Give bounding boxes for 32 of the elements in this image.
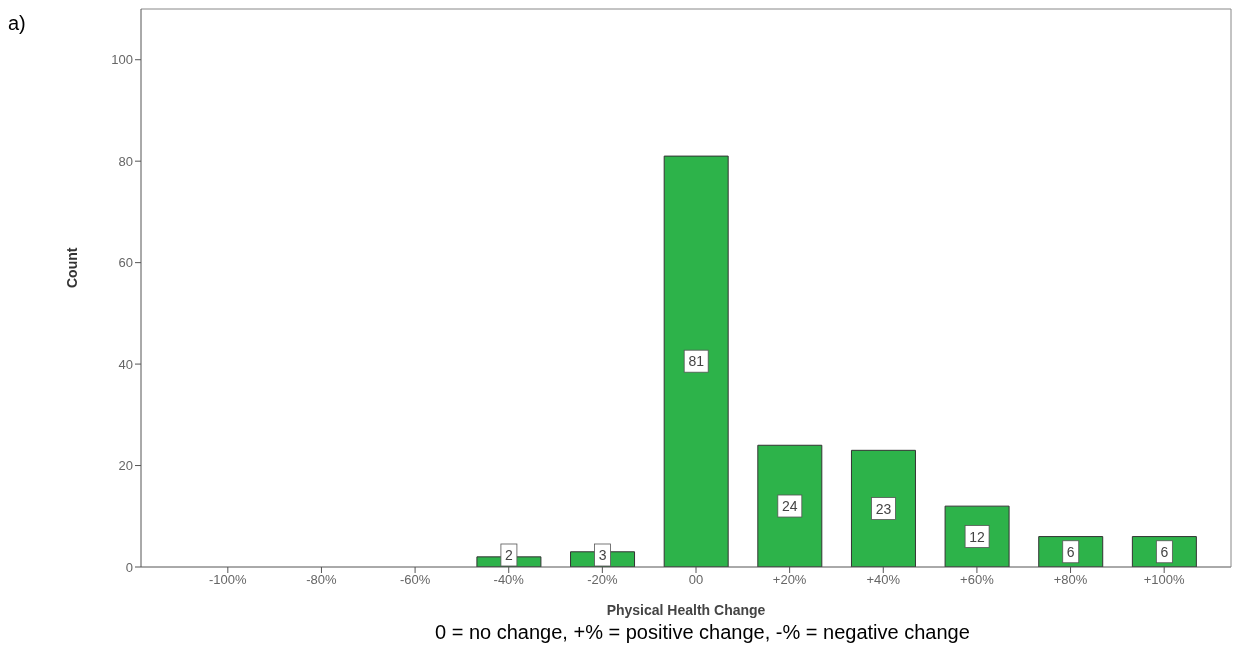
x-tick-label: +100% <box>1143 572 1186 588</box>
x-tick-label: -80% <box>306 572 338 588</box>
data-label: 24 <box>782 498 798 515</box>
x-tick-label: +20% <box>772 572 807 588</box>
bar <box>757 444 823 567</box>
x-tick-label: -100% <box>209 572 248 588</box>
y-tick-label: 40 <box>118 356 133 372</box>
x-tick-label: -20% <box>587 572 618 588</box>
text: 0 = no change, +% = positive change, -% = negative change <box>434 621 971 644</box>
x-tick-label: +80% <box>1053 572 1088 588</box>
x-axis-title: Physical Health Change <box>606 602 766 618</box>
y-tick-label: 0 <box>125 559 133 575</box>
data-label: 6 <box>1160 543 1169 560</box>
data-label: 6 <box>1066 543 1075 560</box>
x-tick-label: -40% <box>493 572 525 588</box>
data-label: 81 <box>688 353 705 370</box>
bar <box>663 155 729 567</box>
data-label: 12 <box>969 528 986 545</box>
data-label: 23 <box>875 500 892 517</box>
text: a) <box>8 12 26 35</box>
data-label: 3 <box>598 547 607 563</box>
x-tick-label: 00 <box>688 572 704 588</box>
y-tick-label: 100 <box>111 52 133 68</box>
bar <box>850 449 916 567</box>
y-axis-title: Count <box>63 247 80 288</box>
x-tick-label: +40% <box>866 572 901 588</box>
y-tick-label: 20 <box>118 458 133 474</box>
y-tick-label: 60 <box>118 255 133 271</box>
y-tick-label: 80 <box>118 153 133 169</box>
x-tick-label: +60% <box>960 572 995 588</box>
data-label: 2 <box>505 547 514 563</box>
x-tick-label: -60% <box>399 572 431 588</box>
